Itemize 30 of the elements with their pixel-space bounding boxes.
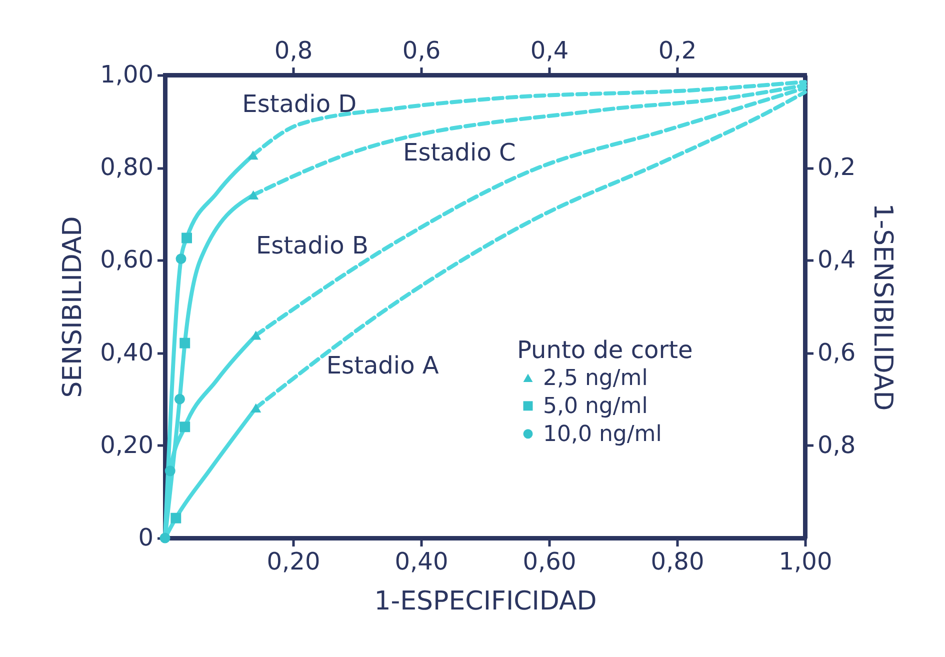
legend-title: Punto de corte	[517, 336, 693, 364]
y-tick-label: 0,60	[100, 246, 154, 274]
y-tick-label: 0,40	[100, 338, 154, 366]
y2-tick-label: 0,4	[818, 246, 856, 274]
y2-tick-label: 0,2	[818, 153, 856, 182]
x2-tick-label: 0,2	[658, 36, 697, 64]
x2-tick-label: 0,4	[530, 36, 569, 64]
x-tick-label: 0,20	[266, 548, 320, 576]
y-tick-label: 1,00	[100, 60, 154, 88]
legend-label: 10,0 ng/ml	[543, 422, 662, 447]
x-tick-label: 0,60	[522, 548, 576, 576]
y-tick-label: 0,80	[100, 153, 154, 182]
y-axis-title: SENSIBILIDAD	[58, 216, 88, 398]
x2-tick-label: 0,8	[274, 36, 313, 64]
y2-axis-title: 1-SENSIBILIDAD	[868, 203, 898, 411]
y-tick-label: 0	[138, 524, 154, 552]
y-tick-label: 0,20	[100, 430, 154, 459]
x2-tick-label: 0,6	[402, 36, 441, 64]
x-tick-label: 0,80	[650, 548, 704, 576]
annotation: Estadio A	[326, 352, 440, 380]
y2-tick-label: 0,8	[818, 430, 856, 459]
x-axis-title: 1-ESPECIFICIDAD	[374, 586, 597, 616]
x-tick-label: 1,00	[778, 548, 832, 576]
y2-tick-label: 0,6	[818, 338, 856, 366]
legend-label: 2,5 ng/ml	[543, 366, 648, 391]
legend-label: 5,0 ng/ml	[543, 394, 648, 419]
x-tick-label: 0,40	[394, 548, 448, 576]
annotation: Estadio C	[403, 138, 516, 167]
annotation: Estadio B	[256, 231, 368, 260]
annotation: Estadio D	[242, 90, 357, 118]
